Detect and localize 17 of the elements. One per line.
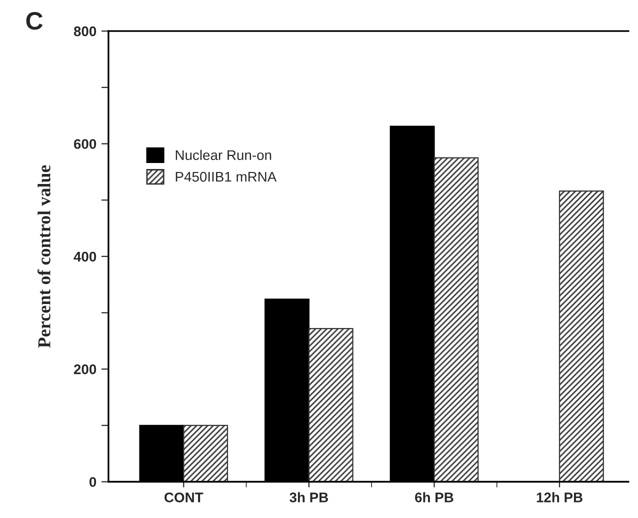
chart-title: C: [26, 12, 43, 30]
x-tick-label: 12h PB: [536, 492, 582, 502]
bar: [434, 157, 479, 482]
y-tick-label: 0: [89, 477, 96, 487]
y-tick-label: 800: [74, 26, 96, 36]
x-tick-label: CONT: [164, 492, 204, 502]
legend-label: Nuclear Run-on: [176, 150, 272, 160]
x-tick-label: 3h PB: [290, 492, 328, 502]
bar: [183, 424, 228, 482]
legend-label: P450IIB1 mRNA: [176, 172, 277, 182]
bar: [558, 190, 604, 482]
y-tick-label: 600: [74, 139, 96, 149]
y-axis-title: Percent of control value: [37, 165, 50, 348]
y-tick-label: 400: [74, 252, 96, 262]
bar: [308, 328, 354, 482]
y-tick-label: 200: [74, 364, 96, 374]
x-tick-label: 6h PB: [415, 492, 454, 502]
